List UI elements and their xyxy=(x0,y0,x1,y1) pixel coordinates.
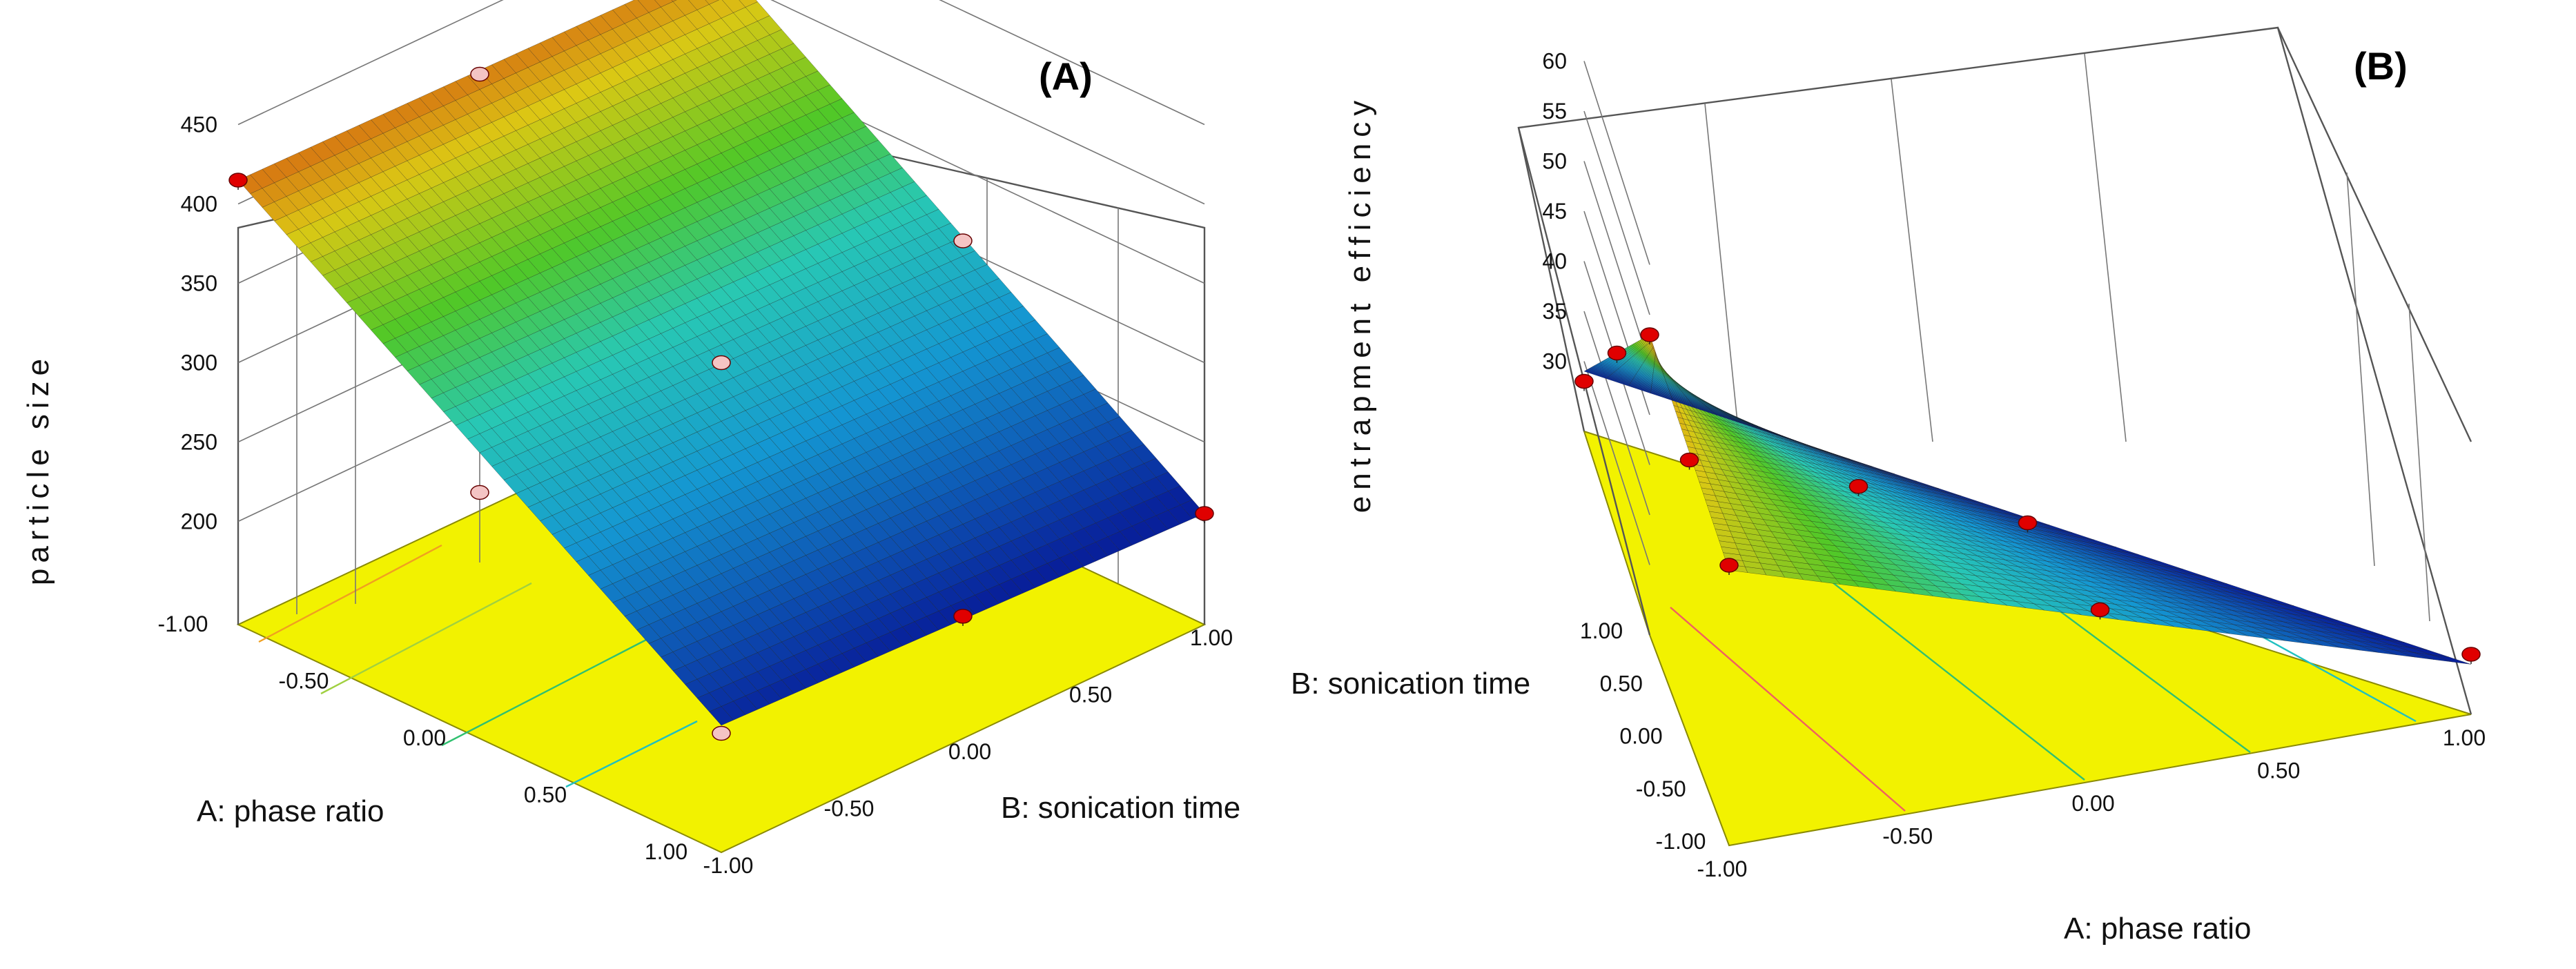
x-tick-label: -1.00 xyxy=(158,611,208,636)
x-tick-label: 0.00 xyxy=(2071,791,2114,816)
panel-b-title: (B) xyxy=(2354,44,2408,88)
panel-a-design-points xyxy=(228,66,1214,741)
design-point xyxy=(470,484,489,500)
panel-a-x-ticks: -1.00 -0.50 0.00 0.50 1.00 xyxy=(158,611,688,864)
surface-cell xyxy=(1583,370,1608,379)
x-tick-label: 0.50 xyxy=(2257,758,2300,783)
panel-a-y-ticks: -1.00 -0.50 0.00 0.50 1.00 xyxy=(703,625,1233,878)
panel-b-entrapment-efficiency: 30 35 40 45 50 55 60 -1.00 -0.50 0.00 0.50 1.00 -1… xyxy=(1291,26,2486,946)
z-tick-label: 350 xyxy=(181,271,217,296)
x-tick-label: 0.50 xyxy=(524,783,567,808)
z-gridline xyxy=(1583,110,1650,315)
design-point xyxy=(1195,506,1214,521)
design-point xyxy=(953,609,973,624)
design-point xyxy=(228,173,248,188)
design-point xyxy=(2090,602,2110,618)
panel-b-x-ticks: -1.00 -0.50 0.00 0.50 1.00 xyxy=(1697,725,2486,881)
z-tick-label: 55 xyxy=(1542,99,1567,124)
panel-b-z-ticks: 30 35 40 45 50 55 60 xyxy=(1542,49,1567,374)
design-point xyxy=(1607,345,1627,361)
x-tick-label: 1.00 xyxy=(645,839,687,864)
z-gridline xyxy=(1583,311,1650,516)
z-gridline xyxy=(1583,61,1650,265)
z-tick-label: 45 xyxy=(1542,199,1567,224)
z-tick-label: 200 xyxy=(181,509,217,534)
x-tick-label: -0.50 xyxy=(279,669,329,694)
x-tick-label: -1.00 xyxy=(1697,857,1748,881)
design-point xyxy=(712,725,731,741)
z-gridline xyxy=(237,0,1205,126)
design-point xyxy=(712,355,731,371)
panel-a-floor-contours xyxy=(258,544,698,788)
y-tick-label: -0.50 xyxy=(1636,776,1686,801)
design-point xyxy=(1679,452,1699,468)
z-gridline xyxy=(1583,161,1650,365)
z-tick-label: 400 xyxy=(181,192,217,217)
panel-b-z-axis-label: entrapment efficiency xyxy=(1343,95,1377,513)
panel-a-z-axis-label: particle size xyxy=(21,353,55,585)
z-tick-label: 450 xyxy=(181,112,217,137)
x-tick-label: -0.50 xyxy=(1882,824,1933,849)
z-gridline xyxy=(1583,361,1650,565)
x-tick-label: 0.00 xyxy=(403,725,446,750)
design-point xyxy=(1719,558,1739,573)
surface-cell xyxy=(705,0,720,5)
y-tick-label: 0.50 xyxy=(1069,683,1112,707)
x-tick-label: 1.00 xyxy=(2443,725,2486,750)
design-point xyxy=(1848,479,1868,494)
z-tick-label: 300 xyxy=(181,351,217,375)
z-tick-label: 250 xyxy=(181,430,217,455)
design-point xyxy=(953,233,973,248)
design-point xyxy=(2018,515,2038,531)
panel-a-title: (A) xyxy=(1039,55,1093,98)
z-tick-label: 30 xyxy=(1542,349,1567,374)
panel-b-y-ticks: -1.00 -0.50 0.00 0.50 1.00 xyxy=(1580,618,1706,854)
z-tick-label: 40 xyxy=(1542,249,1567,274)
panel-b-box xyxy=(1517,26,2472,715)
panel-b-y-axis-label: B: sonication time xyxy=(1291,667,1530,701)
panel-a-z-ticks: 200 250 300 350 400 450 xyxy=(181,112,217,534)
y-tick-label: 0.50 xyxy=(1600,671,1643,696)
z-tick-label: 50 xyxy=(1542,149,1567,174)
panel-b-x-axis-label: A: phase ratio xyxy=(2064,912,2252,946)
y-tick-label: 1.00 xyxy=(1580,618,1623,643)
panel-b-design-points xyxy=(1574,327,2481,664)
y-tick-label: -1.00 xyxy=(1656,829,1706,854)
panel-a-y-axis-label: B: sonication time xyxy=(1001,791,1240,825)
z-tick-label: 35 xyxy=(1542,299,1567,324)
y-tick-label: 1.00 xyxy=(1190,625,1233,650)
panel-a-response-surface xyxy=(237,0,1205,726)
design-point xyxy=(1574,373,1594,389)
design-point xyxy=(1640,327,1659,342)
y-tick-label: -0.50 xyxy=(824,796,875,821)
y-tick-label: 0.00 xyxy=(948,739,991,764)
design-point xyxy=(2461,647,2481,662)
y-tick-label: 0.00 xyxy=(1619,724,1662,749)
panel-a-particle-size: 200 250 300 350 400 450 -1.00 -0.50 0.00 0.50 1.0… xyxy=(21,0,1240,878)
z-tick-label: 60 xyxy=(1542,49,1567,74)
y-tick-label: -1.00 xyxy=(703,853,754,878)
panel-b-response-surface xyxy=(1583,334,2472,665)
design-point xyxy=(470,66,489,82)
panel-a-x-axis-label: A: phase ratio xyxy=(197,794,384,828)
